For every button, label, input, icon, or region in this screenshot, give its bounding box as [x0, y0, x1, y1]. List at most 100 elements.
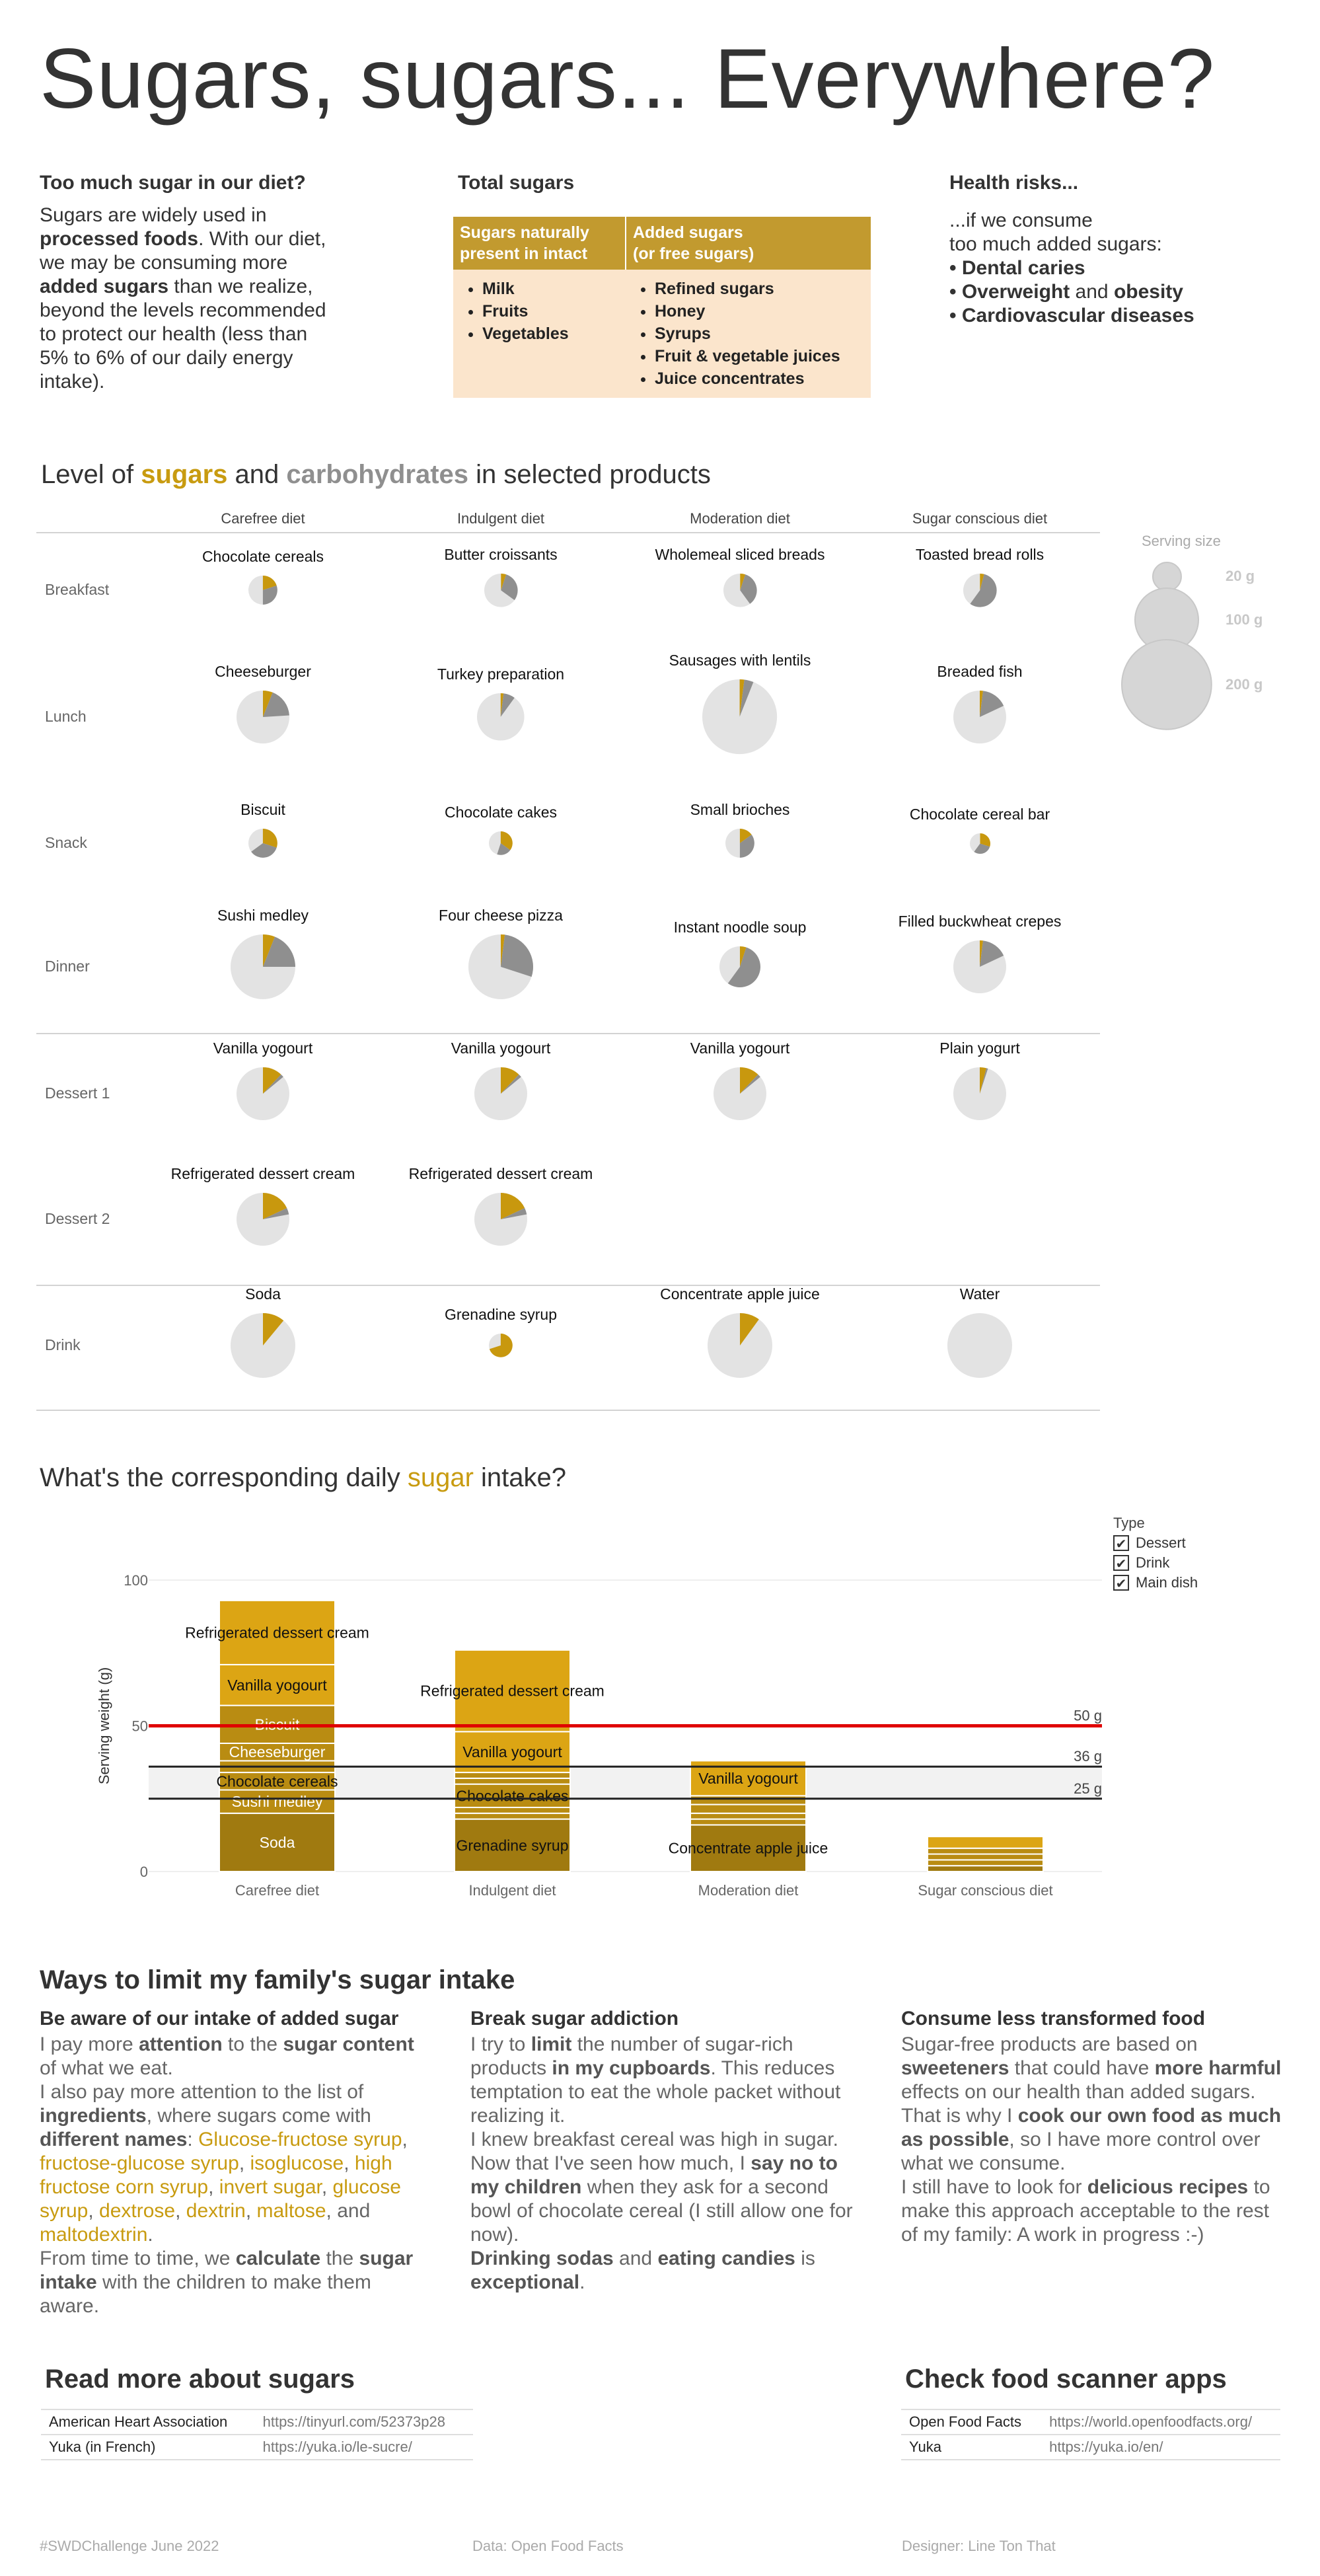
- read-more-table: American Heart Association https://tinyur…: [41, 2409, 473, 2460]
- pie-carbs-slice: [739, 574, 757, 604]
- legend-item[interactable]: ✔ Main dish: [1113, 1574, 1198, 1591]
- segment-label: Vanilla yogourt: [227, 1677, 327, 1694]
- ways-heading: Ways to limit my family's sugar intake: [40, 1965, 515, 1994]
- bar-segment: [454, 1783, 571, 1808]
- product-label: Concentrate apple juice: [660, 1285, 820, 1303]
- diet-column-header: Indulgent diet: [457, 510, 545, 527]
- ways-line: aware.: [40, 2295, 100, 2317]
- product-label: Butter croissants: [444, 545, 558, 563]
- x-category-label: Sugar conscious diet: [918, 1882, 1052, 1899]
- added-sugars-header: Added sugars (or free sugars): [625, 217, 871, 270]
- reference-link[interactable]: https://tinyurl.com/52373p28: [254, 2409, 473, 2435]
- bar-segment: [690, 1803, 807, 1814]
- pie-sugar-slice: [739, 946, 747, 967]
- legend-checkbox[interactable]: ✔: [1113, 1535, 1129, 1552]
- pie-carbs-slice: [263, 692, 289, 717]
- ways-line: sweeteners that could have more harmful: [901, 2057, 1282, 2079]
- pie-rest-slice: [702, 679, 778, 755]
- segment-label: Sushi medley: [231, 1793, 323, 1810]
- product-label: Sausages with lentils: [669, 652, 811, 669]
- reference-link[interactable]: https://world.openfoodfacts.org/: [1041, 2409, 1280, 2435]
- segment-label: Concentrate apple juice: [669, 1840, 828, 1857]
- bar-segment: [927, 1859, 1044, 1867]
- pie-sugar-slice: [500, 831, 513, 851]
- diet-column-header: Moderation diet: [690, 510, 790, 527]
- product-label: Chocolate cakes: [444, 804, 558, 821]
- bar-segment: [690, 1795, 807, 1805]
- pie-sugar-slice: [263, 1067, 281, 1094]
- y-tick-label: 50: [132, 1718, 148, 1735]
- ways-line: ingredients, where sugars come with: [40, 2105, 371, 2127]
- matrix-divider: [36, 532, 1100, 533]
- product-label: Filled buckwheat crepes: [898, 913, 1062, 930]
- legend-checkbox[interactable]: ✔: [1113, 1555, 1129, 1572]
- reference-name: Yuka: [901, 2434, 1042, 2460]
- product-label: Chocolate cereals: [202, 548, 324, 566]
- pie-sugar-slice: [263, 691, 273, 717]
- pie-chart: [237, 1067, 289, 1120]
- legend-label: Drink: [1136, 1554, 1170, 1571]
- product-label: Plain yogurt: [939, 1040, 1020, 1057]
- scanner-heading: Check food scanner apps: [905, 2365, 1227, 2394]
- intro-text: Sugars are widely used in processed foods…: [40, 204, 357, 394]
- pie-sugar-slice: [979, 573, 984, 590]
- intro-heading: Too much sugar in our diet?: [40, 172, 306, 194]
- natural-sugars-header: Sugars naturally present in intact: [453, 217, 626, 270]
- bar-segment: [454, 1818, 571, 1872]
- legend-item[interactable]: ✔ Dessert: [1113, 1534, 1198, 1552]
- x-category-label: Indulgent diet: [468, 1882, 556, 1899]
- ways-line: temptation to eat the whole packet witho…: [470, 2081, 841, 2103]
- serving-size-circle: [1121, 639, 1212, 730]
- meal-row-label: Snack: [45, 834, 87, 851]
- reference-row: Yuka (in French) https://yuka.io/le-sucre…: [41, 2434, 473, 2460]
- product-label: Vanilla yogourt: [690, 1040, 790, 1057]
- ways-column-text: Sugar-free products are based on sweetene…: [901, 2033, 1311, 2247]
- pie-chart: [477, 693, 525, 741]
- ways-line: I still have to look for delicious recip…: [901, 2176, 1270, 2198]
- pie-sugar-slice: [501, 1067, 519, 1094]
- pie-carbs-slice: [727, 947, 760, 987]
- segment-label: Refrigerated dessert cream: [185, 1624, 369, 1641]
- segment-label: Chocolate cereals: [216, 1772, 338, 1790]
- product-label: Soda: [245, 1285, 281, 1303]
- intro-line: 5% to 6% of our daily energy: [40, 347, 293, 369]
- pie-rest-slice: [708, 1313, 772, 1378]
- pie-sugar-slice: [739, 829, 752, 843]
- reference-row: American Heart Association https://tinyur…: [41, 2409, 473, 2435]
- product-label: Biscuit: [240, 801, 285, 819]
- reference-name: Yuka (in French): [41, 2434, 255, 2460]
- ways-column-text: I pay more attention to the sugar conten…: [40, 2033, 449, 2318]
- bar-segment: [454, 1649, 571, 1733]
- product-label: Wholemeal sliced breads: [655, 545, 825, 563]
- reference-link[interactable]: https://yuka.io/le-sucre/: [254, 2434, 473, 2460]
- pie-carbs-slice: [980, 940, 1004, 967]
- legend-item[interactable]: ✔ Drink: [1113, 1554, 1198, 1572]
- reference-link[interactable]: https://yuka.io/en/: [1041, 2434, 1280, 2460]
- pie-chart: [484, 573, 518, 607]
- intro-line: to protect our health (less than: [40, 323, 308, 345]
- legend-label: Main dish: [1136, 1574, 1198, 1591]
- meal-row-label: Breakfast: [45, 581, 110, 598]
- legend-checkbox[interactable]: ✔: [1113, 1575, 1129, 1591]
- bar-segment: [454, 1806, 571, 1814]
- ways-line: I also pay more attention to the list of: [40, 2081, 364, 2103]
- ways-column-text: I try to limit the number of sugar-rich p…: [470, 2033, 880, 2294]
- pie-sugar-slice: [979, 833, 990, 847]
- pie-chart: [969, 833, 990, 854]
- serving-size-label: 100 g: [1226, 611, 1263, 628]
- pie-chart: [237, 1193, 289, 1246]
- sugars-table: Sugars naturally present in intact Added …: [453, 217, 871, 398]
- intro-line: added sugars than we realize,: [40, 276, 313, 297]
- intro-line: intake).: [40, 371, 105, 393]
- ways-line: I knew breakfast cereal was high in suga…: [470, 2129, 838, 2150]
- ways-line: make this approach acceptable to the res…: [901, 2200, 1269, 2222]
- meal-row-label: Dessert 1: [45, 1084, 110, 1102]
- daily-section-title: What's the corresponding daily sugar int…: [40, 1463, 566, 1492]
- daily-sugar-chart: 0 50 100 Serving weight (g) Soda Sushi medley…: [96, 1572, 1102, 1899]
- bar-segment: [454, 1812, 571, 1820]
- pie-chart: [231, 934, 295, 999]
- pie-sugar-slice: [500, 934, 505, 967]
- pie-chart: [953, 1067, 1006, 1120]
- pie-chart: [248, 829, 277, 858]
- ways-line: now).: [470, 2224, 519, 2246]
